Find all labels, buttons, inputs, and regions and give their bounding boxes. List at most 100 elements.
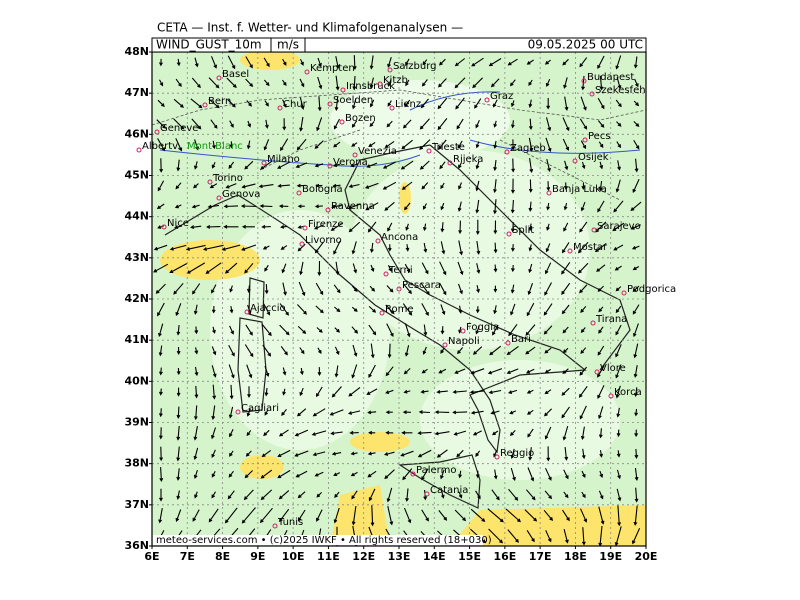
wind-arrow [634, 429, 639, 438]
wind-arrow [615, 179, 621, 193]
wind-arrow [510, 303, 516, 316]
city-marker [327, 101, 333, 107]
wind-arrow [297, 204, 305, 209]
wind-arrow [348, 386, 361, 397]
wind-arrow [159, 488, 163, 502]
wind-arrow [295, 162, 308, 168]
city-marker [325, 207, 331, 213]
city-label: Terni [388, 265, 413, 276]
wind-arrow [452, 410, 468, 415]
wind-arrow [352, 55, 357, 71]
wind-arrow [493, 264, 498, 273]
wind-arrow [633, 387, 638, 398]
wind-arrow [264, 409, 269, 416]
city-marker [277, 105, 283, 111]
city-marker [299, 241, 305, 247]
wind-arrow [262, 245, 270, 250]
wind-arrow [263, 57, 270, 68]
lat-label: 37N [124, 498, 149, 511]
header-institute: CETA — Inst. f. Wetter- und Klimafolgena… [157, 21, 463, 35]
wind-arrow [211, 365, 217, 378]
wind-arrow [561, 304, 570, 315]
wind-arrow [599, 75, 604, 91]
city-label: Sarajevo [597, 221, 641, 232]
wind-arrow [596, 264, 606, 272]
city-label: Podgorica [627, 284, 676, 295]
wind-arrow [194, 385, 199, 399]
wind-arrow [421, 368, 428, 374]
wind-arrow [192, 509, 200, 522]
city-label: Pecs [588, 131, 611, 142]
wind-arrow [246, 364, 253, 379]
wind-arrow [173, 282, 184, 295]
lat-label: 43N [124, 251, 149, 264]
wind-arrow [457, 347, 464, 355]
city-label: Livorno [305, 235, 342, 246]
wind-arrow [279, 303, 289, 316]
lon-label: 20E [635, 550, 658, 563]
wind-arrow [245, 324, 253, 336]
wind-arrow [315, 183, 323, 188]
wind-arrow [351, 490, 358, 500]
city-marker [389, 105, 395, 111]
wind-arrow [562, 117, 570, 132]
wind-arrow [562, 509, 570, 522]
city-marker [572, 158, 578, 164]
wind-arrow [454, 368, 466, 374]
wind-arrow [458, 220, 462, 235]
city-marker [567, 248, 573, 254]
wind-arrow [436, 449, 448, 458]
city-label: Bern [208, 96, 231, 107]
wind-arrow [630, 201, 642, 212]
wind-arrow [370, 505, 375, 527]
wind-arrow [212, 326, 216, 334]
wind-arrow [405, 58, 410, 67]
wind-arrow [299, 347, 305, 355]
lon-label: 11E [317, 550, 340, 563]
wind-arrow [335, 75, 340, 91]
wind-arrow [634, 409, 639, 417]
wind-arrow [333, 472, 341, 477]
wind-arrow [633, 56, 638, 69]
city-label: Rome [385, 304, 414, 315]
city-label: Genova [222, 189, 260, 200]
wind-arrow [278, 429, 289, 437]
wind-arrow [228, 344, 235, 357]
wind-arrow [175, 182, 182, 190]
wind-arrow [387, 79, 392, 87]
wind-arrow [317, 96, 322, 112]
wind-arrow [330, 222, 343, 231]
wind-arrow [511, 264, 515, 273]
wind-arrow [330, 431, 343, 436]
wind-arrow [335, 261, 340, 276]
wind-arrow [156, 119, 167, 129]
wind-arrow [631, 245, 640, 250]
wind-arrow [475, 450, 481, 457]
wind-arrow [386, 120, 393, 128]
wind-arrow [418, 410, 431, 414]
city-label: Innsbruck [346, 81, 395, 92]
wind-arrow [615, 344, 622, 358]
wind-arrow [367, 451, 376, 456]
wind-arrow [369, 77, 374, 89]
wind-arrow [493, 220, 498, 235]
wind-arrow [227, 55, 236, 70]
wind-arrow [158, 388, 163, 396]
city-label: Osijek [578, 152, 609, 163]
wind-arrow [493, 469, 498, 480]
wind-arrow [507, 58, 518, 66]
wind-arrow [227, 490, 235, 500]
wind-arrow [350, 163, 359, 168]
wind-arrow [457, 201, 462, 212]
wind-arrow [438, 368, 447, 374]
wind-arrow [311, 430, 327, 436]
wind-arrow [385, 410, 393, 415]
map-fields [152, 52, 646, 546]
wind-arrow [475, 199, 480, 214]
wind-arrow [511, 139, 515, 151]
wind-arrow [299, 97, 305, 110]
wind-arrow [439, 161, 446, 170]
wind-arrow [279, 324, 290, 336]
wind-arrow [192, 283, 201, 295]
